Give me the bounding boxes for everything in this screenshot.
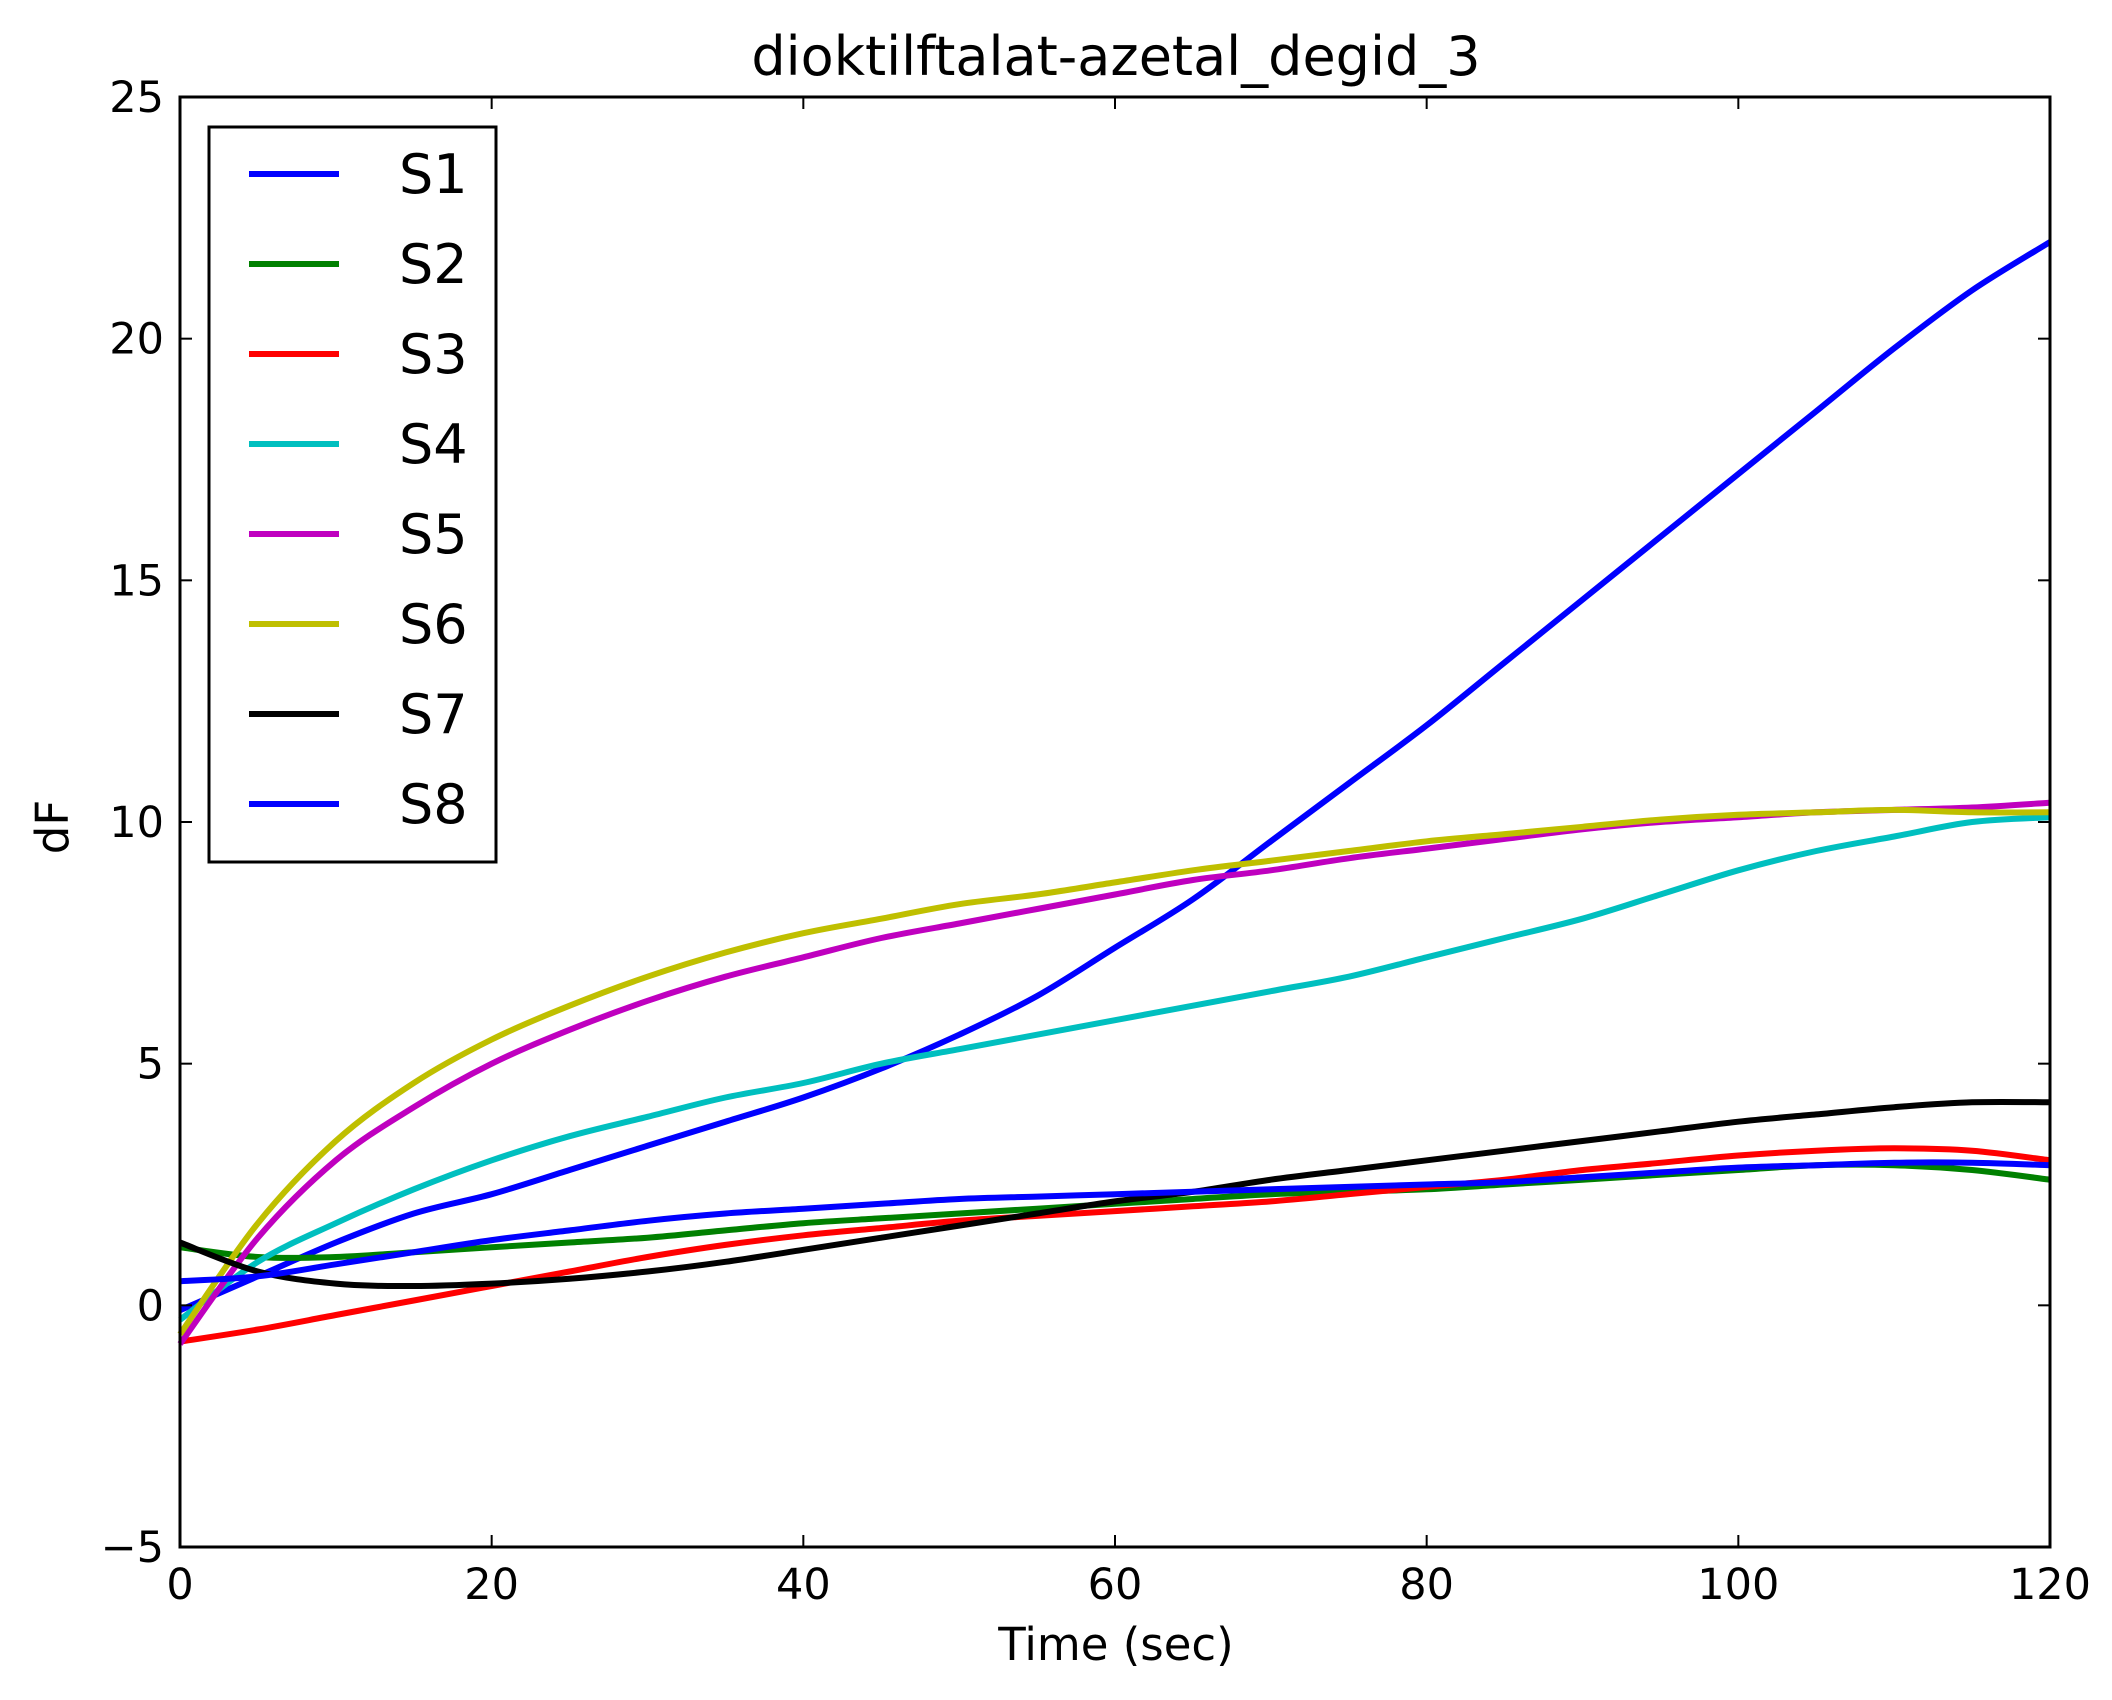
- legend-label-s1: S1: [399, 143, 468, 206]
- x-tick-label: 100: [1697, 1560, 1779, 1610]
- y-tick-label: 0: [137, 1281, 164, 1331]
- series-line-s6: [177, 806, 2051, 1337]
- legend-label-s5: S5: [399, 503, 468, 566]
- chart-title: dioktilftalat-azetal_degid_3: [751, 25, 1480, 88]
- x-tick-label: 40: [776, 1560, 831, 1610]
- x-axis-label: Time (sec): [997, 1618, 1233, 1671]
- series-line-s1: [178, 239, 2052, 1313]
- x-tick-label: 120: [2009, 1560, 2091, 1610]
- x-tick-label: 20: [464, 1560, 519, 1610]
- legend-label-s7: S7: [399, 683, 468, 746]
- x-tick-label: 80: [1399, 1560, 1454, 1610]
- y-tick-label: 5: [137, 1040, 164, 1090]
- legend-label-s4: S4: [399, 413, 468, 476]
- y-axis-label: dF: [26, 800, 79, 854]
- x-tick-label: 0: [166, 1560, 193, 1610]
- series-line-s7: [178, 1098, 2051, 1289]
- series-line-s4: [178, 814, 2051, 1323]
- y-tick-label: 10: [109, 798, 164, 848]
- y-tick-label: 25: [109, 73, 164, 123]
- y-tick-label: 15: [109, 556, 164, 606]
- y-tick-label: −5: [101, 1523, 164, 1573]
- legend-label-s6: S6: [399, 593, 468, 656]
- x-tick-label: 60: [1088, 1560, 1143, 1610]
- plot-area: [177, 239, 2052, 1346]
- legend-label-s8: S8: [399, 773, 468, 836]
- legend: S1 S2 S3 S4 S5 S6 S7 S8: [207, 125, 498, 864]
- legend-label-s2: S2: [399, 233, 468, 296]
- series-line-s8: [179, 1159, 2051, 1285]
- legend-label-s3: S3: [399, 323, 468, 386]
- legend-box: [207, 125, 498, 864]
- y-tick-label: 20: [109, 315, 164, 365]
